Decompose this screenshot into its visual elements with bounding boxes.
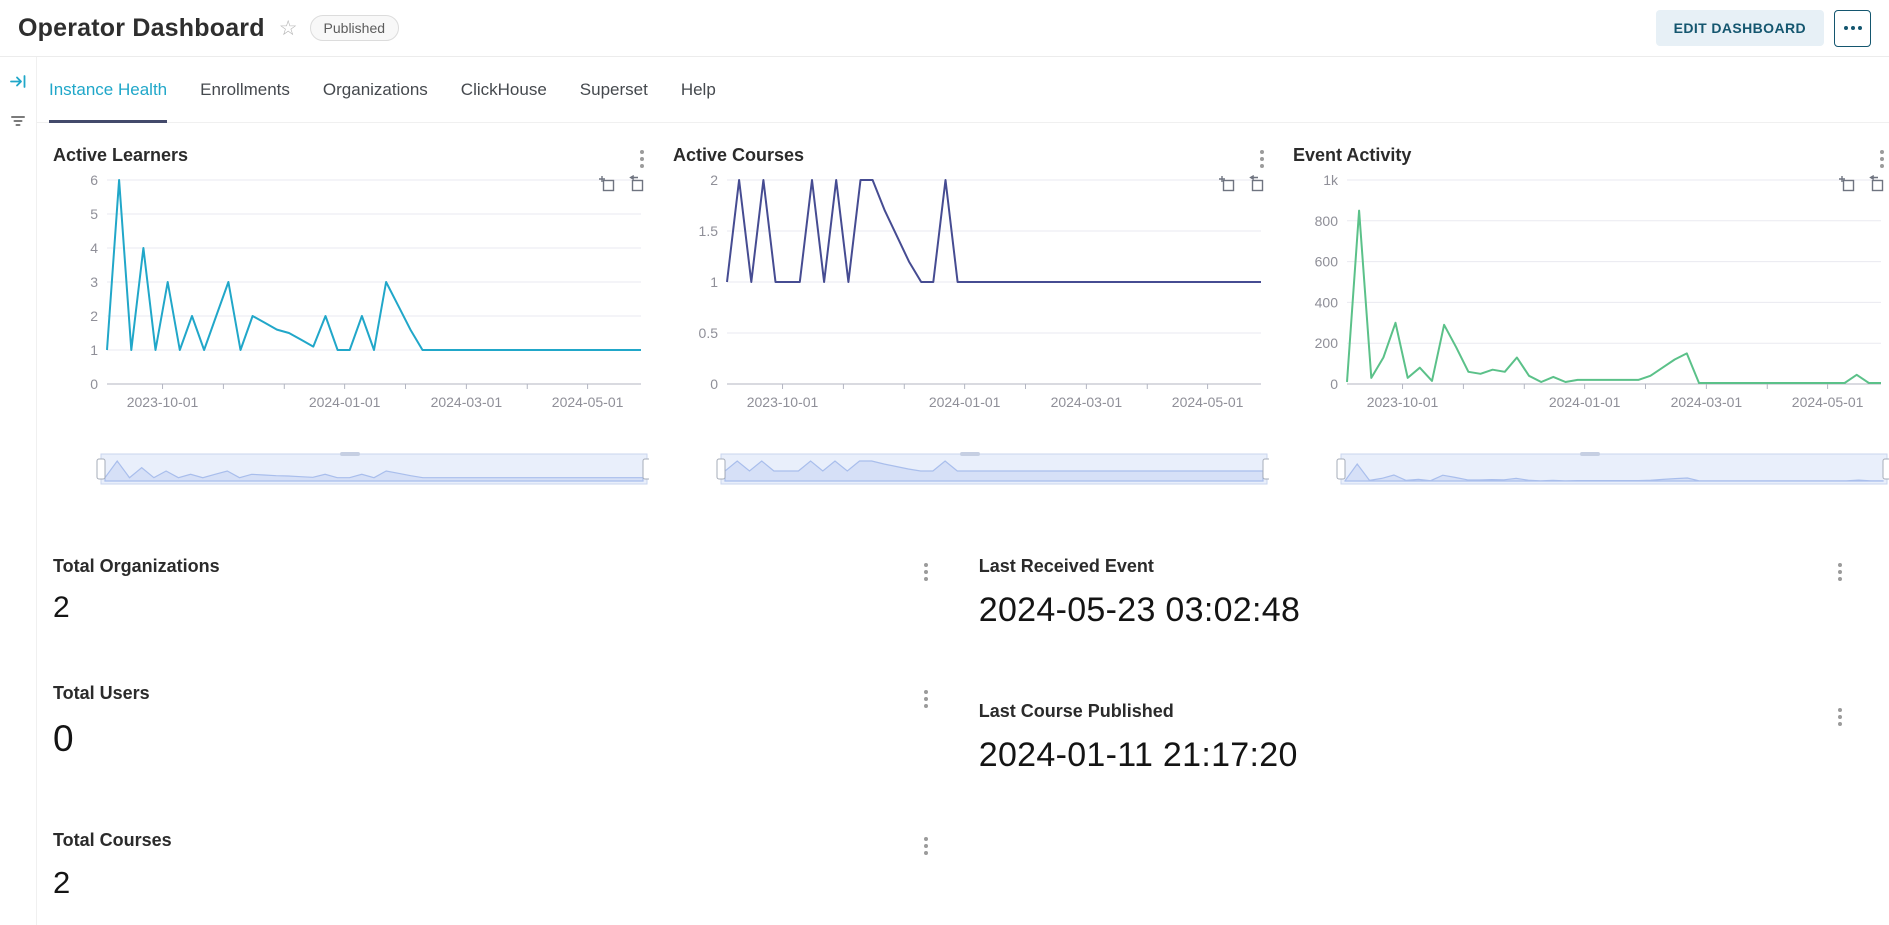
svg-text:200: 200 [1315, 335, 1339, 351]
stat-card-total-courses: Total Courses 2 [43, 816, 957, 925]
chart-zoom-slider[interactable] [51, 449, 652, 496]
tab-superset[interactable]: Superset [579, 79, 648, 99]
chart-zoom-slider[interactable] [671, 449, 1272, 496]
stat-card-last-received-event: Last Received Event 2024-05-23 03:02:48 [957, 542, 1889, 669]
zoom-reset-icon[interactable] [627, 174, 645, 193]
svg-text:1: 1 [90, 342, 98, 358]
svg-text:2023-10-01: 2023-10-01 [1367, 394, 1439, 410]
chart-toolbox [598, 174, 645, 193]
chart-toolbox [1218, 174, 1265, 193]
more-options-button[interactable] [1834, 9, 1871, 47]
svg-text:800: 800 [1315, 213, 1339, 229]
svg-text:2024-01-01: 2024-01-01 [1549, 394, 1621, 410]
tab-clickhouse[interactable]: ClickHouse [460, 79, 547, 99]
svg-text:3: 3 [90, 274, 98, 290]
chart-menu-kebab-icon[interactable] [921, 687, 931, 711]
stat-title: Last Course Published [978, 701, 1174, 721]
chart-menu-kebab-icon[interactable] [1257, 147, 1267, 171]
tab-instance-health[interactable]: Instance Health [49, 57, 168, 123]
charts-row: Active Learners 0 1 2 3 4 5 6 2023-10-01 2024-01… [37, 123, 1889, 496]
zoom-select-icon[interactable] [598, 175, 616, 193]
chart-menu-kebab-icon[interactable] [1835, 560, 1845, 584]
stat-value: 2024-05-23 03:02:48 [978, 591, 1301, 629]
tab-enrollments[interactable]: Enrollments [200, 79, 290, 99]
chart-card-event-activity: Event Activity 0 200 400 600 800 1k 2023-10-01… [1283, 135, 1889, 496]
line-chart[interactable]: 0 200 400 600 800 1k 2023-10-01 2024-01-01 2024-… [1291, 170, 1889, 423]
svg-text:1k: 1k [1323, 172, 1339, 188]
stat-value: 2 [53, 591, 70, 624]
svg-text:2024-05-01: 2024-05-01 [1172, 394, 1244, 410]
dashboard-body: Instance Health Enrollments Organization… [0, 57, 1889, 925]
svg-text:4: 4 [90, 240, 98, 256]
svg-text:2: 2 [90, 308, 98, 324]
tab-organizations[interactable]: Organizations [322, 79, 428, 99]
zoom-reset-icon[interactable] [1867, 174, 1885, 193]
svg-text:2023-10-01: 2023-10-01 [747, 394, 819, 410]
topbar-actions: EDIT DASHBOARD [1655, 9, 1871, 47]
chart-toolbox [1838, 174, 1885, 193]
tab-bar: Instance Health Enrollments Organization… [37, 57, 1889, 123]
svg-text:600: 600 [1315, 254, 1339, 270]
expand-filter-bar-icon[interactable] [9, 73, 27, 95]
stat-card-last-course-published: Last Course Published 2024-01-11 21:17:2… [957, 669, 1889, 816]
svg-text:2024-01-01: 2024-01-01 [929, 394, 1001, 410]
svg-text:2: 2 [710, 172, 718, 188]
stat-title: Total Users [53, 683, 150, 703]
svg-text:2024-03-01: 2024-03-01 [431, 394, 503, 410]
stat-title: Total Organizations [53, 556, 220, 576]
filter-bar-collapsed [0, 57, 37, 925]
page-title: Operator Dashboard [18, 13, 265, 42]
chart-menu-kebab-icon[interactable] [1877, 147, 1887, 171]
dashboard-content: Instance Health Enrollments Organization… [37, 57, 1889, 925]
svg-text:0.5: 0.5 [699, 325, 719, 341]
svg-text:5: 5 [90, 206, 98, 222]
stat-title: Total Courses [53, 830, 172, 850]
svg-text:2024-01-01: 2024-01-01 [309, 394, 381, 410]
top-bar: Operator Dashboard ☆ Published EDIT DASH… [0, 0, 1889, 57]
published-badge[interactable]: Published [309, 15, 400, 41]
svg-text:2023-10-01: 2023-10-01 [127, 394, 199, 410]
line-chart[interactable]: 0 0.5 1 1.5 2 2023-10-01 2024-01-01 2024-03-01 2… [671, 170, 1269, 423]
svg-text:2024-03-01: 2024-03-01 [1051, 394, 1123, 410]
svg-text:1: 1 [710, 274, 718, 290]
svg-text:0: 0 [710, 376, 718, 392]
tab-help[interactable]: Help [680, 79, 716, 99]
ellipsis-icon [1843, 26, 1848, 30]
chart-menu-kebab-icon[interactable] [921, 834, 931, 858]
chart-zoom-slider[interactable] [1291, 449, 1889, 496]
svg-text:6: 6 [90, 172, 98, 188]
stat-title: Last Received Event [978, 556, 1154, 576]
svg-text:400: 400 [1315, 294, 1339, 310]
svg-text:0: 0 [1330, 376, 1338, 392]
filter-icon[interactable] [10, 113, 26, 134]
stat-value: 0 [53, 718, 74, 759]
zoom-select-icon[interactable] [1218, 175, 1236, 193]
svg-text:1.5: 1.5 [699, 223, 719, 239]
zoom-select-icon[interactable] [1838, 175, 1856, 193]
chart-card-active-learners: Active Learners 0 1 2 3 4 5 6 2023-10-01 2024-01… [43, 135, 663, 496]
chart-menu-kebab-icon[interactable] [1835, 705, 1845, 729]
chart-title: Active Courses [673, 145, 805, 165]
stats-grid: Total Organizations 2 Last Received Even… [37, 542, 1889, 925]
chart-card-active-courses: Active Courses 0 0.5 1 1.5 2 2023-10-01 2024-0… [663, 135, 1283, 496]
stat-value: 2024-01-11 21:17:20 [978, 736, 1298, 774]
edit-dashboard-button[interactable]: EDIT DASHBOARD [1655, 10, 1824, 46]
chart-title: Event Activity [1293, 145, 1412, 165]
svg-text:2024-05-01: 2024-05-01 [552, 394, 624, 410]
svg-text:2024-05-01: 2024-05-01 [1792, 394, 1864, 410]
zoom-reset-icon[interactable] [1247, 174, 1265, 193]
svg-text:0: 0 [90, 376, 98, 392]
chart-title: Active Learners [53, 145, 189, 165]
chart-menu-kebab-icon[interactable] [637, 147, 647, 171]
svg-text:2024-03-01: 2024-03-01 [1671, 394, 1743, 410]
favorite-star-icon[interactable]: ☆ [278, 16, 298, 40]
stat-card-total-organizations: Total Organizations 2 [43, 542, 957, 669]
stat-card-total-users: Total Users 0 [43, 669, 957, 816]
stat-value: 2 [53, 865, 71, 900]
line-chart[interactable]: 0 1 2 3 4 5 6 2023-10-01 2024-01-01 2024-03-01 202… [51, 170, 649, 423]
chart-menu-kebab-icon[interactable] [921, 560, 931, 584]
